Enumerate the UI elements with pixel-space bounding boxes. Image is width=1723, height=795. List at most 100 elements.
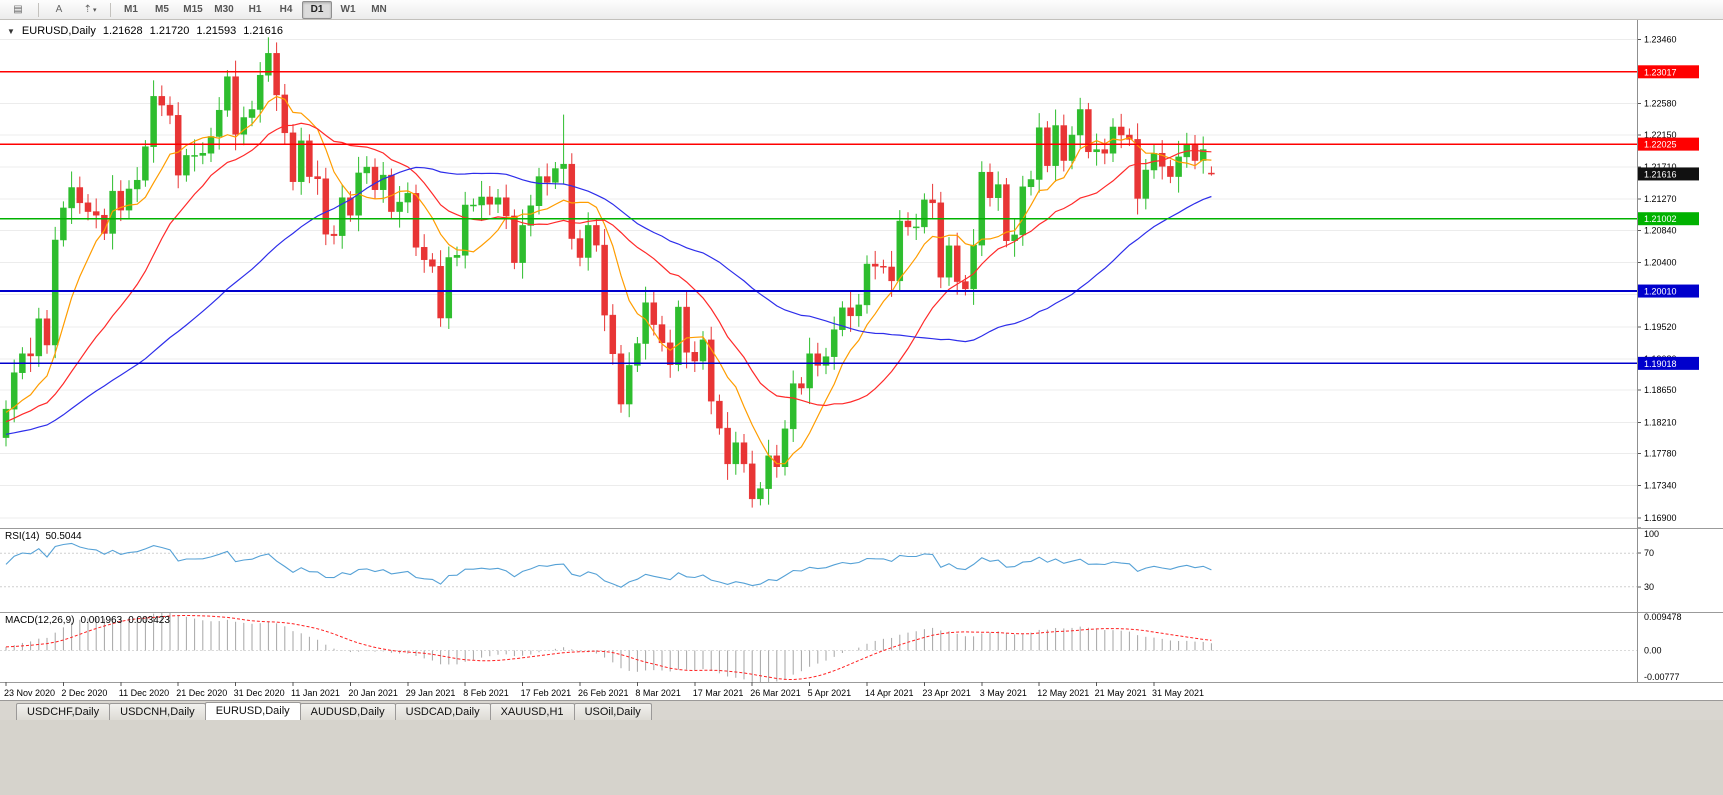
rsi-scale-label: 70 bbox=[1644, 548, 1654, 558]
candle-body bbox=[839, 307, 846, 330]
candle-body bbox=[970, 244, 977, 290]
candle-body bbox=[338, 197, 346, 236]
chart-tab-audusd[interactable]: AUDUSD,Daily bbox=[299, 703, 396, 720]
candle-body bbox=[404, 193, 412, 203]
candle-body bbox=[1199, 149, 1207, 161]
candle-body bbox=[363, 166, 371, 174]
rsi-line bbox=[5, 542, 1212, 588]
candle-body bbox=[174, 115, 182, 176]
candle-body bbox=[978, 171, 986, 246]
candle-body bbox=[379, 174, 387, 190]
candle-body bbox=[1208, 172, 1215, 175]
price-tick-label: 1.19520 bbox=[1644, 322, 1677, 332]
date-label: 23 Nov 2020 bbox=[4, 688, 55, 698]
chart-tab-xauusd[interactable]: XAUUSD,H1 bbox=[489, 703, 575, 720]
candle-body bbox=[888, 266, 895, 282]
candle-body bbox=[215, 109, 223, 137]
timeframe-button-h4[interactable]: H4 bbox=[279, 4, 293, 15]
chart-tab-usdchf[interactable]: USDCHF,Daily bbox=[16, 703, 111, 720]
candle-body bbox=[494, 197, 502, 205]
candle-body bbox=[576, 238, 584, 258]
candle-body bbox=[420, 247, 428, 260]
price-badge-1.22025[interactable] bbox=[1637, 137, 1699, 151]
candle-body bbox=[461, 204, 469, 256]
price-badge-1.23017[interactable] bbox=[1637, 65, 1699, 79]
price-badge-1.21616[interactable] bbox=[1637, 167, 1699, 181]
arrow-tools-icon: ⇡ bbox=[83, 4, 92, 15]
candle-body bbox=[10, 372, 18, 410]
chart-tab-eurusd[interactable]: EURUSD,Daily bbox=[204, 702, 301, 720]
candle-body bbox=[232, 76, 239, 135]
timeframe-button-w1[interactable]: W1 bbox=[340, 4, 356, 15]
candle-body bbox=[617, 353, 625, 405]
price-tick-label: 1.17780 bbox=[1644, 449, 1677, 459]
timeframe-button-m15[interactable]: M15 bbox=[183, 4, 203, 15]
price-scale-area[interactable] bbox=[1637, 20, 1723, 682]
time-scale-area[interactable] bbox=[0, 682, 1723, 700]
timeframe-button-m1[interactable]: M1 bbox=[124, 4, 138, 15]
candle-body bbox=[568, 163, 576, 239]
candle-body bbox=[789, 383, 797, 430]
date-label: 8 Feb 2021 bbox=[463, 688, 509, 698]
candle-body bbox=[1011, 234, 1018, 241]
macd-signal-line bbox=[5, 614, 1212, 681]
candle-body bbox=[347, 197, 354, 216]
candle-body bbox=[1068, 134, 1076, 161]
candle-body bbox=[314, 176, 321, 180]
candle-body bbox=[863, 263, 871, 306]
chart-tab-usdcnh[interactable]: USDCNH,Daily bbox=[109, 703, 206, 720]
candle-body bbox=[224, 76, 231, 111]
price-badge-1.21002[interactable] bbox=[1637, 212, 1699, 226]
candle-body bbox=[27, 353, 34, 357]
timeframe-button-m30[interactable]: M30 bbox=[214, 4, 234, 15]
timeframe-button-m5[interactable]: M5 bbox=[155, 4, 169, 15]
price-tick-label: 1.22150 bbox=[1644, 130, 1677, 140]
chart-tab-usdcad[interactable]: USDCAD,Daily bbox=[394, 703, 491, 720]
candle-body bbox=[732, 442, 740, 465]
chart-region: 1.23460 1.22580 1.22150 1.21710 1.21270 1.208… bbox=[0, 20, 1723, 700]
candle-body bbox=[412, 193, 420, 248]
chart-tabbar: USDCHF,Daily USDCNH,Daily EURUSD,Daily AUDU… bbox=[0, 700, 1723, 720]
candle-body bbox=[60, 207, 67, 241]
toolbar-separator bbox=[38, 2, 39, 17]
candle-body bbox=[535, 176, 543, 206]
candle-body bbox=[199, 152, 207, 156]
window-background bbox=[0, 720, 1723, 795]
candle-body bbox=[855, 304, 863, 317]
candle-body bbox=[240, 117, 248, 135]
candle-body bbox=[388, 174, 395, 212]
candle-body bbox=[757, 488, 764, 500]
candle-body bbox=[445, 257, 453, 319]
ma-line-20 bbox=[5, 122, 1212, 423]
candle-body bbox=[847, 307, 854, 317]
date-label: 14 Apr 2021 bbox=[865, 688, 914, 698]
candle-body bbox=[133, 179, 141, 190]
candle-body bbox=[986, 171, 994, 198]
date-label: 23 Apr 2021 bbox=[922, 688, 971, 698]
price-tick-label: 1.22580 bbox=[1644, 99, 1677, 109]
timeframe-button-h1[interactable]: H1 bbox=[248, 4, 262, 15]
ma-line-45 bbox=[5, 166, 1212, 435]
text-annotation-button[interactable]: A bbox=[44, 1, 74, 19]
date-label: 12 May 2021 bbox=[1037, 688, 1089, 698]
candle-body bbox=[322, 178, 330, 235]
chart-plot-area[interactable] bbox=[0, 20, 1637, 528]
timeframe-button-d1[interactable]: D1 bbox=[302, 0, 332, 19]
chart-tab-usoil[interactable]: USOil,Daily bbox=[573, 703, 652, 720]
candle-body bbox=[1167, 166, 1174, 177]
price-badge-1.19018[interactable] bbox=[1637, 356, 1699, 370]
date-label: 31 May 2021 bbox=[1152, 688, 1204, 698]
candle-body bbox=[593, 225, 600, 246]
arrow-tools-button[interactable]: ⇡ ▾ bbox=[75, 1, 105, 19]
macd-scale-label: 0.00 bbox=[1644, 645, 1662, 655]
price-badge-label: 1.21616 bbox=[1644, 169, 1677, 179]
timeframe-button-mn[interactable]: MN bbox=[371, 4, 387, 15]
chart-window-button[interactable]: ▤ bbox=[3, 1, 33, 19]
date-label: 20 Jan 2021 bbox=[348, 688, 398, 698]
candle-body bbox=[1175, 156, 1182, 177]
candle-body bbox=[437, 266, 444, 319]
price-badge-1.20010[interactable] bbox=[1637, 284, 1699, 298]
candle-body bbox=[904, 220, 912, 228]
candle-body bbox=[248, 109, 256, 118]
candle-body bbox=[634, 343, 641, 366]
